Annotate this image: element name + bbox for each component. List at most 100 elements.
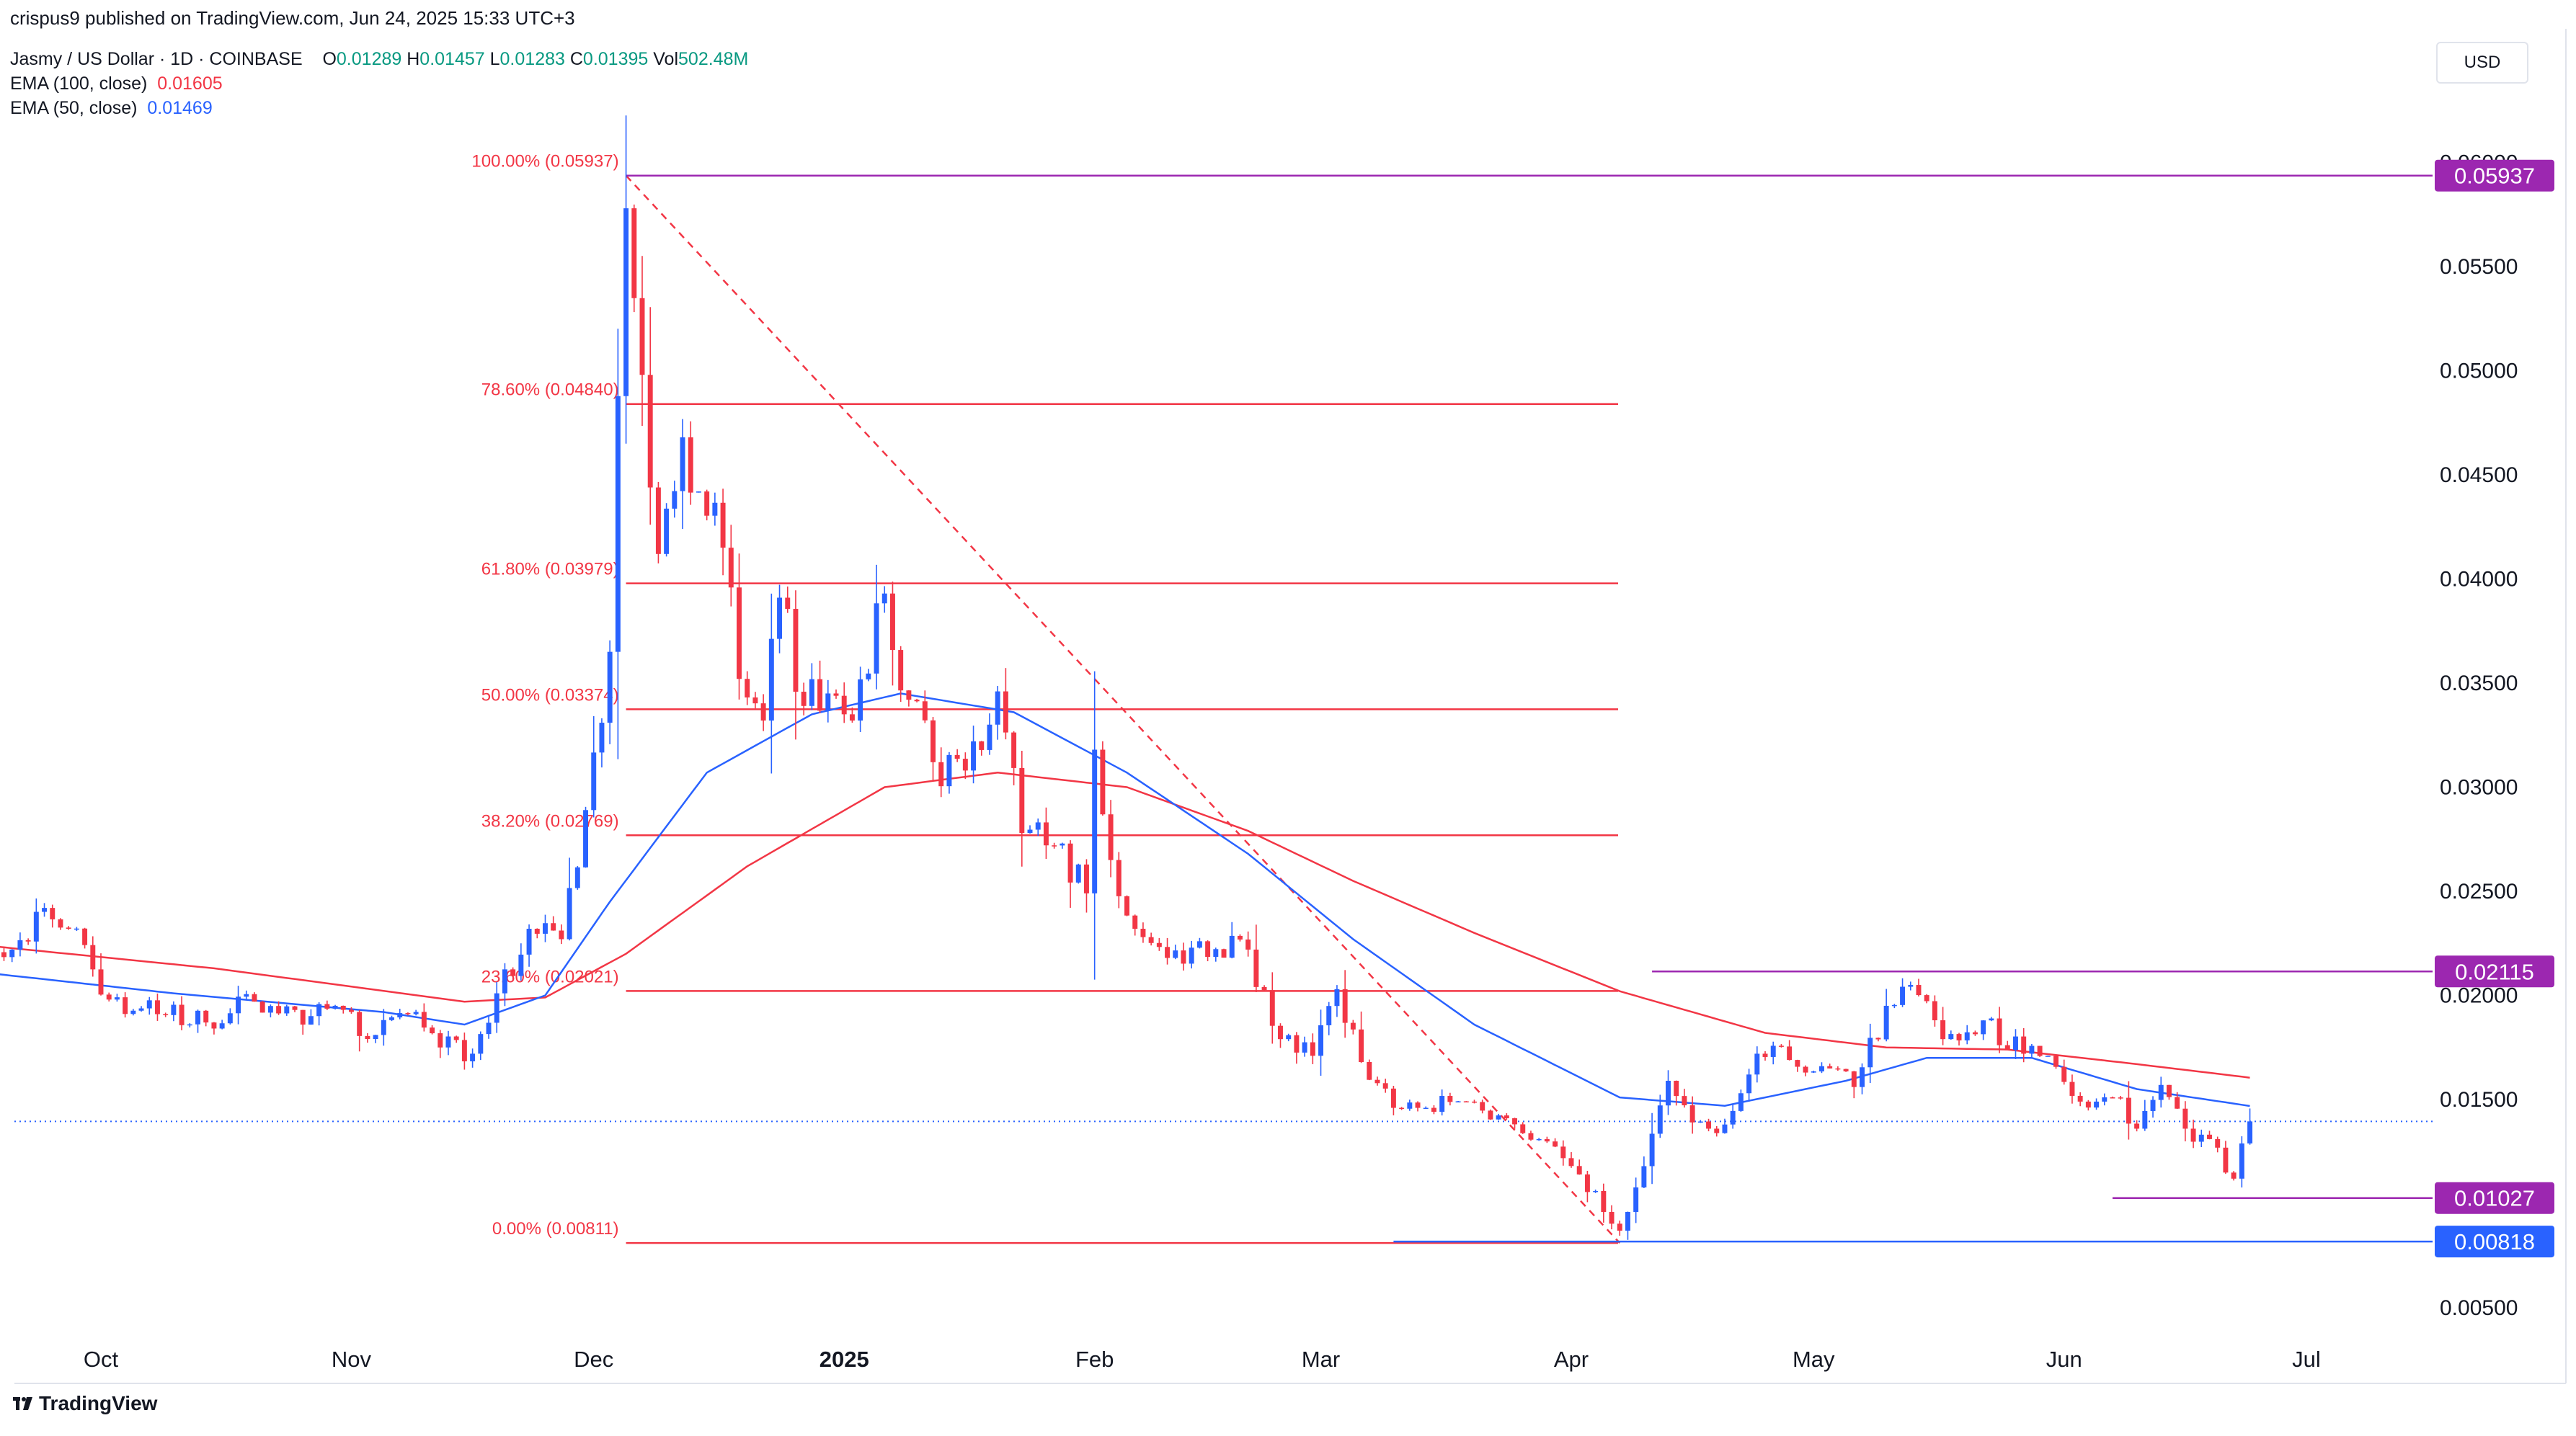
candle xyxy=(1488,1109,1493,1120)
candle xyxy=(1100,741,1106,816)
price-tag xyxy=(2435,1226,2554,1258)
candle-body xyxy=(1027,829,1033,834)
candle-body xyxy=(1989,1018,1994,1021)
candle-body xyxy=(187,1024,192,1026)
candle-body xyxy=(1641,1166,1647,1188)
candle-body xyxy=(1035,822,1041,830)
candle xyxy=(445,1030,451,1056)
candle-body xyxy=(453,1036,459,1040)
candle xyxy=(2223,1141,2229,1174)
candle xyxy=(1697,1120,1703,1123)
candle-body xyxy=(1334,989,1340,1007)
candle xyxy=(809,663,814,710)
ema50-legend[interactable]: EMA (50, close) 0.01469 xyxy=(10,98,213,119)
candle xyxy=(2037,1045,2043,1057)
candle xyxy=(58,918,63,930)
candle xyxy=(1956,1033,1962,1046)
candle-body xyxy=(1359,1029,1364,1062)
axes-frame xyxy=(14,29,2567,1384)
candle-body xyxy=(931,720,936,762)
candle-body xyxy=(518,954,524,976)
candle xyxy=(267,1004,273,1017)
candle xyxy=(98,953,104,996)
candle xyxy=(1601,1183,1607,1223)
candle-body xyxy=(163,1014,169,1016)
candle xyxy=(728,525,734,607)
candle-body xyxy=(332,1005,338,1009)
candle-body xyxy=(1649,1133,1655,1167)
candle xyxy=(1851,1071,1857,1099)
candle xyxy=(1116,852,1122,909)
symbol-name[interactable]: Jasmy / US Dollar · 1D · COINBASE xyxy=(10,49,303,69)
candle-body xyxy=(1447,1096,1453,1102)
candle-body xyxy=(421,1012,427,1028)
candle-body xyxy=(2231,1172,2237,1179)
candle-body xyxy=(906,690,912,700)
y-tick-label: 0.04500 xyxy=(2440,463,2518,487)
candle xyxy=(179,996,185,1030)
candle-body xyxy=(1722,1124,1728,1133)
candle-body xyxy=(946,754,952,787)
fib-level-label: 0.00% (0.00811) xyxy=(492,1219,619,1239)
candle-body xyxy=(292,1006,298,1010)
candle xyxy=(357,1009,363,1052)
candle-body xyxy=(801,692,807,706)
candle xyxy=(615,329,621,759)
candle xyxy=(1553,1138,1558,1148)
candle xyxy=(470,1048,476,1068)
candle-body xyxy=(1584,1174,1590,1192)
candle-body xyxy=(1173,950,1178,958)
candle-body xyxy=(1019,767,1025,834)
candle-body xyxy=(1294,1035,1300,1053)
candle xyxy=(518,943,524,981)
candle xyxy=(946,752,952,794)
candle-body xyxy=(1003,691,1008,733)
candle xyxy=(1286,1033,1292,1042)
candle-body xyxy=(1851,1071,1857,1087)
candle-body xyxy=(777,597,783,639)
candle xyxy=(591,715,597,818)
fib-trend-line xyxy=(625,174,1621,1244)
candle-body xyxy=(567,888,572,940)
candle xyxy=(1043,807,1049,860)
candle xyxy=(25,938,31,945)
candle xyxy=(752,692,758,709)
candle xyxy=(244,990,249,1000)
candle-body xyxy=(195,1010,200,1025)
candle-body xyxy=(979,741,985,750)
candle xyxy=(203,1009,209,1027)
candle xyxy=(373,1035,378,1043)
close-value: 0.01395 xyxy=(582,49,649,69)
candle-body xyxy=(1544,1138,1550,1142)
candle-body xyxy=(1116,860,1122,896)
candle xyxy=(785,587,791,613)
candle-body xyxy=(551,923,556,931)
candle-body xyxy=(768,638,774,721)
candle-body xyxy=(889,593,895,651)
tradingview-logo[interactable]: TradingView xyxy=(13,1392,157,1415)
candle-body xyxy=(1181,950,1186,964)
volume-unit: M xyxy=(733,49,749,69)
low-label: L xyxy=(489,49,500,69)
candle xyxy=(397,1009,403,1020)
candle-body xyxy=(2166,1084,2172,1097)
candle xyxy=(1770,1041,1776,1065)
candle-body xyxy=(1625,1212,1630,1231)
candle-body xyxy=(2102,1097,2108,1102)
candle xyxy=(252,992,257,1002)
candle xyxy=(2142,1100,2148,1131)
candle xyxy=(2126,1081,2131,1140)
candle-body xyxy=(1706,1121,1712,1129)
candle-body xyxy=(2004,1045,2010,1051)
candle xyxy=(195,1009,200,1033)
candle xyxy=(453,1035,459,1043)
candle-body xyxy=(470,1053,476,1061)
candle-body xyxy=(1981,1020,1986,1035)
candle xyxy=(1480,1100,1485,1114)
candle-body xyxy=(114,997,120,1000)
candle xyxy=(2085,1100,2091,1111)
currency-button[interactable]: USD xyxy=(2436,42,2528,84)
ema100-legend[interactable]: EMA (100, close) 0.01605 xyxy=(10,73,223,94)
candle xyxy=(2045,1056,2051,1057)
